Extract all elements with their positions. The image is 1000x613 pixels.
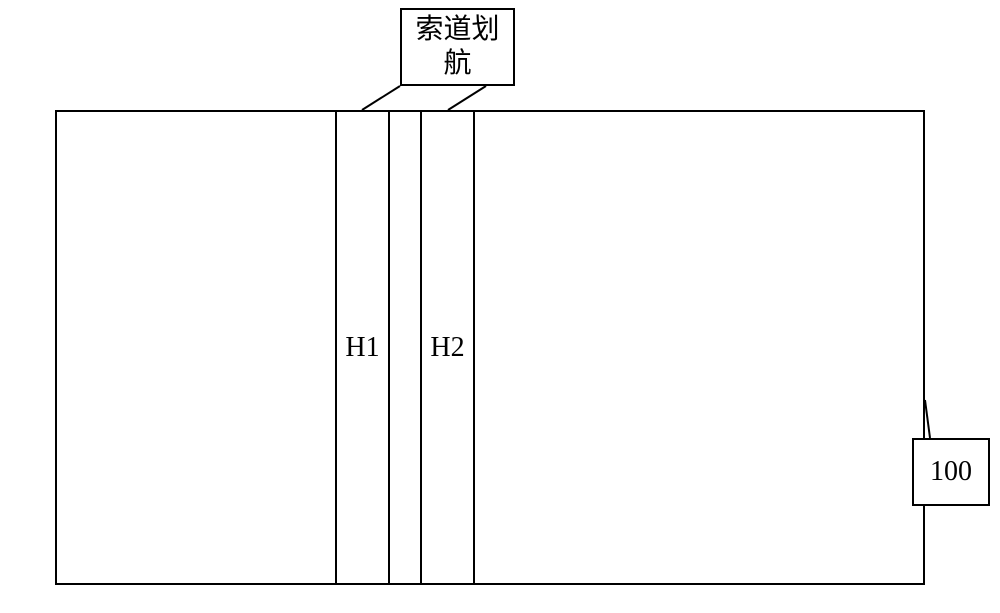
diagram-root: H1 H2 索道划 航 100 xyxy=(0,0,1000,613)
ref-leader xyxy=(925,400,930,438)
column-h1-label: H1 xyxy=(345,332,379,364)
callout-line1: 索道划 xyxy=(415,14,499,45)
callout-line2: 航 xyxy=(443,48,471,79)
callout-text: 索道划 航 xyxy=(415,13,499,80)
column-h1: H1 xyxy=(335,110,390,585)
column-h2: H2 xyxy=(420,110,475,585)
callout-leader-2 xyxy=(448,86,486,110)
callout-leader-1 xyxy=(362,86,400,110)
ref-label-box: 100 xyxy=(912,438,990,506)
main-rectangle xyxy=(55,110,925,585)
ref-label-text: 100 xyxy=(930,456,972,488)
callout-box: 索道划 航 xyxy=(400,8,515,86)
column-h2-label: H2 xyxy=(430,332,464,364)
